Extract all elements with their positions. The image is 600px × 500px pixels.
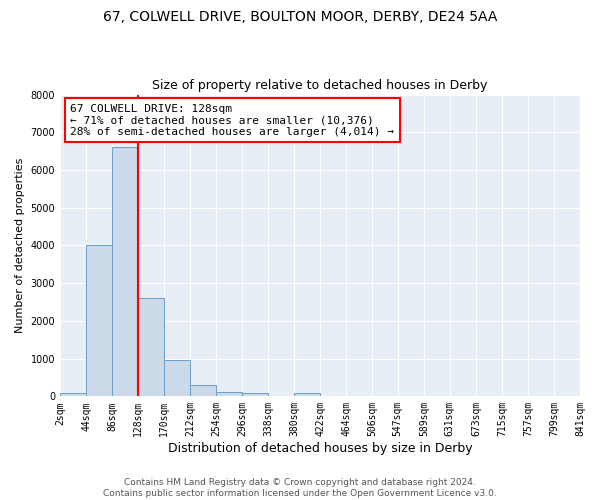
X-axis label: Distribution of detached houses by size in Derby: Distribution of detached houses by size … [168,442,472,455]
Bar [190,385,216,396]
Bar [60,392,86,396]
Bar [242,392,268,396]
Bar [164,360,190,396]
Bar [86,246,112,396]
Y-axis label: Number of detached properties: Number of detached properties [15,158,25,333]
Bar [138,298,164,396]
Bar [295,392,320,396]
Bar [216,392,242,396]
Bar [112,148,138,396]
Title: Size of property relative to detached houses in Derby: Size of property relative to detached ho… [152,79,488,92]
Text: Contains HM Land Registry data © Crown copyright and database right 2024.
Contai: Contains HM Land Registry data © Crown c… [103,478,497,498]
Text: 67, COLWELL DRIVE, BOULTON MOOR, DERBY, DE24 5AA: 67, COLWELL DRIVE, BOULTON MOOR, DERBY, … [103,10,497,24]
Text: 67 COLWELL DRIVE: 128sqm
← 71% of detached houses are smaller (10,376)
28% of se: 67 COLWELL DRIVE: 128sqm ← 71% of detach… [70,104,394,137]
